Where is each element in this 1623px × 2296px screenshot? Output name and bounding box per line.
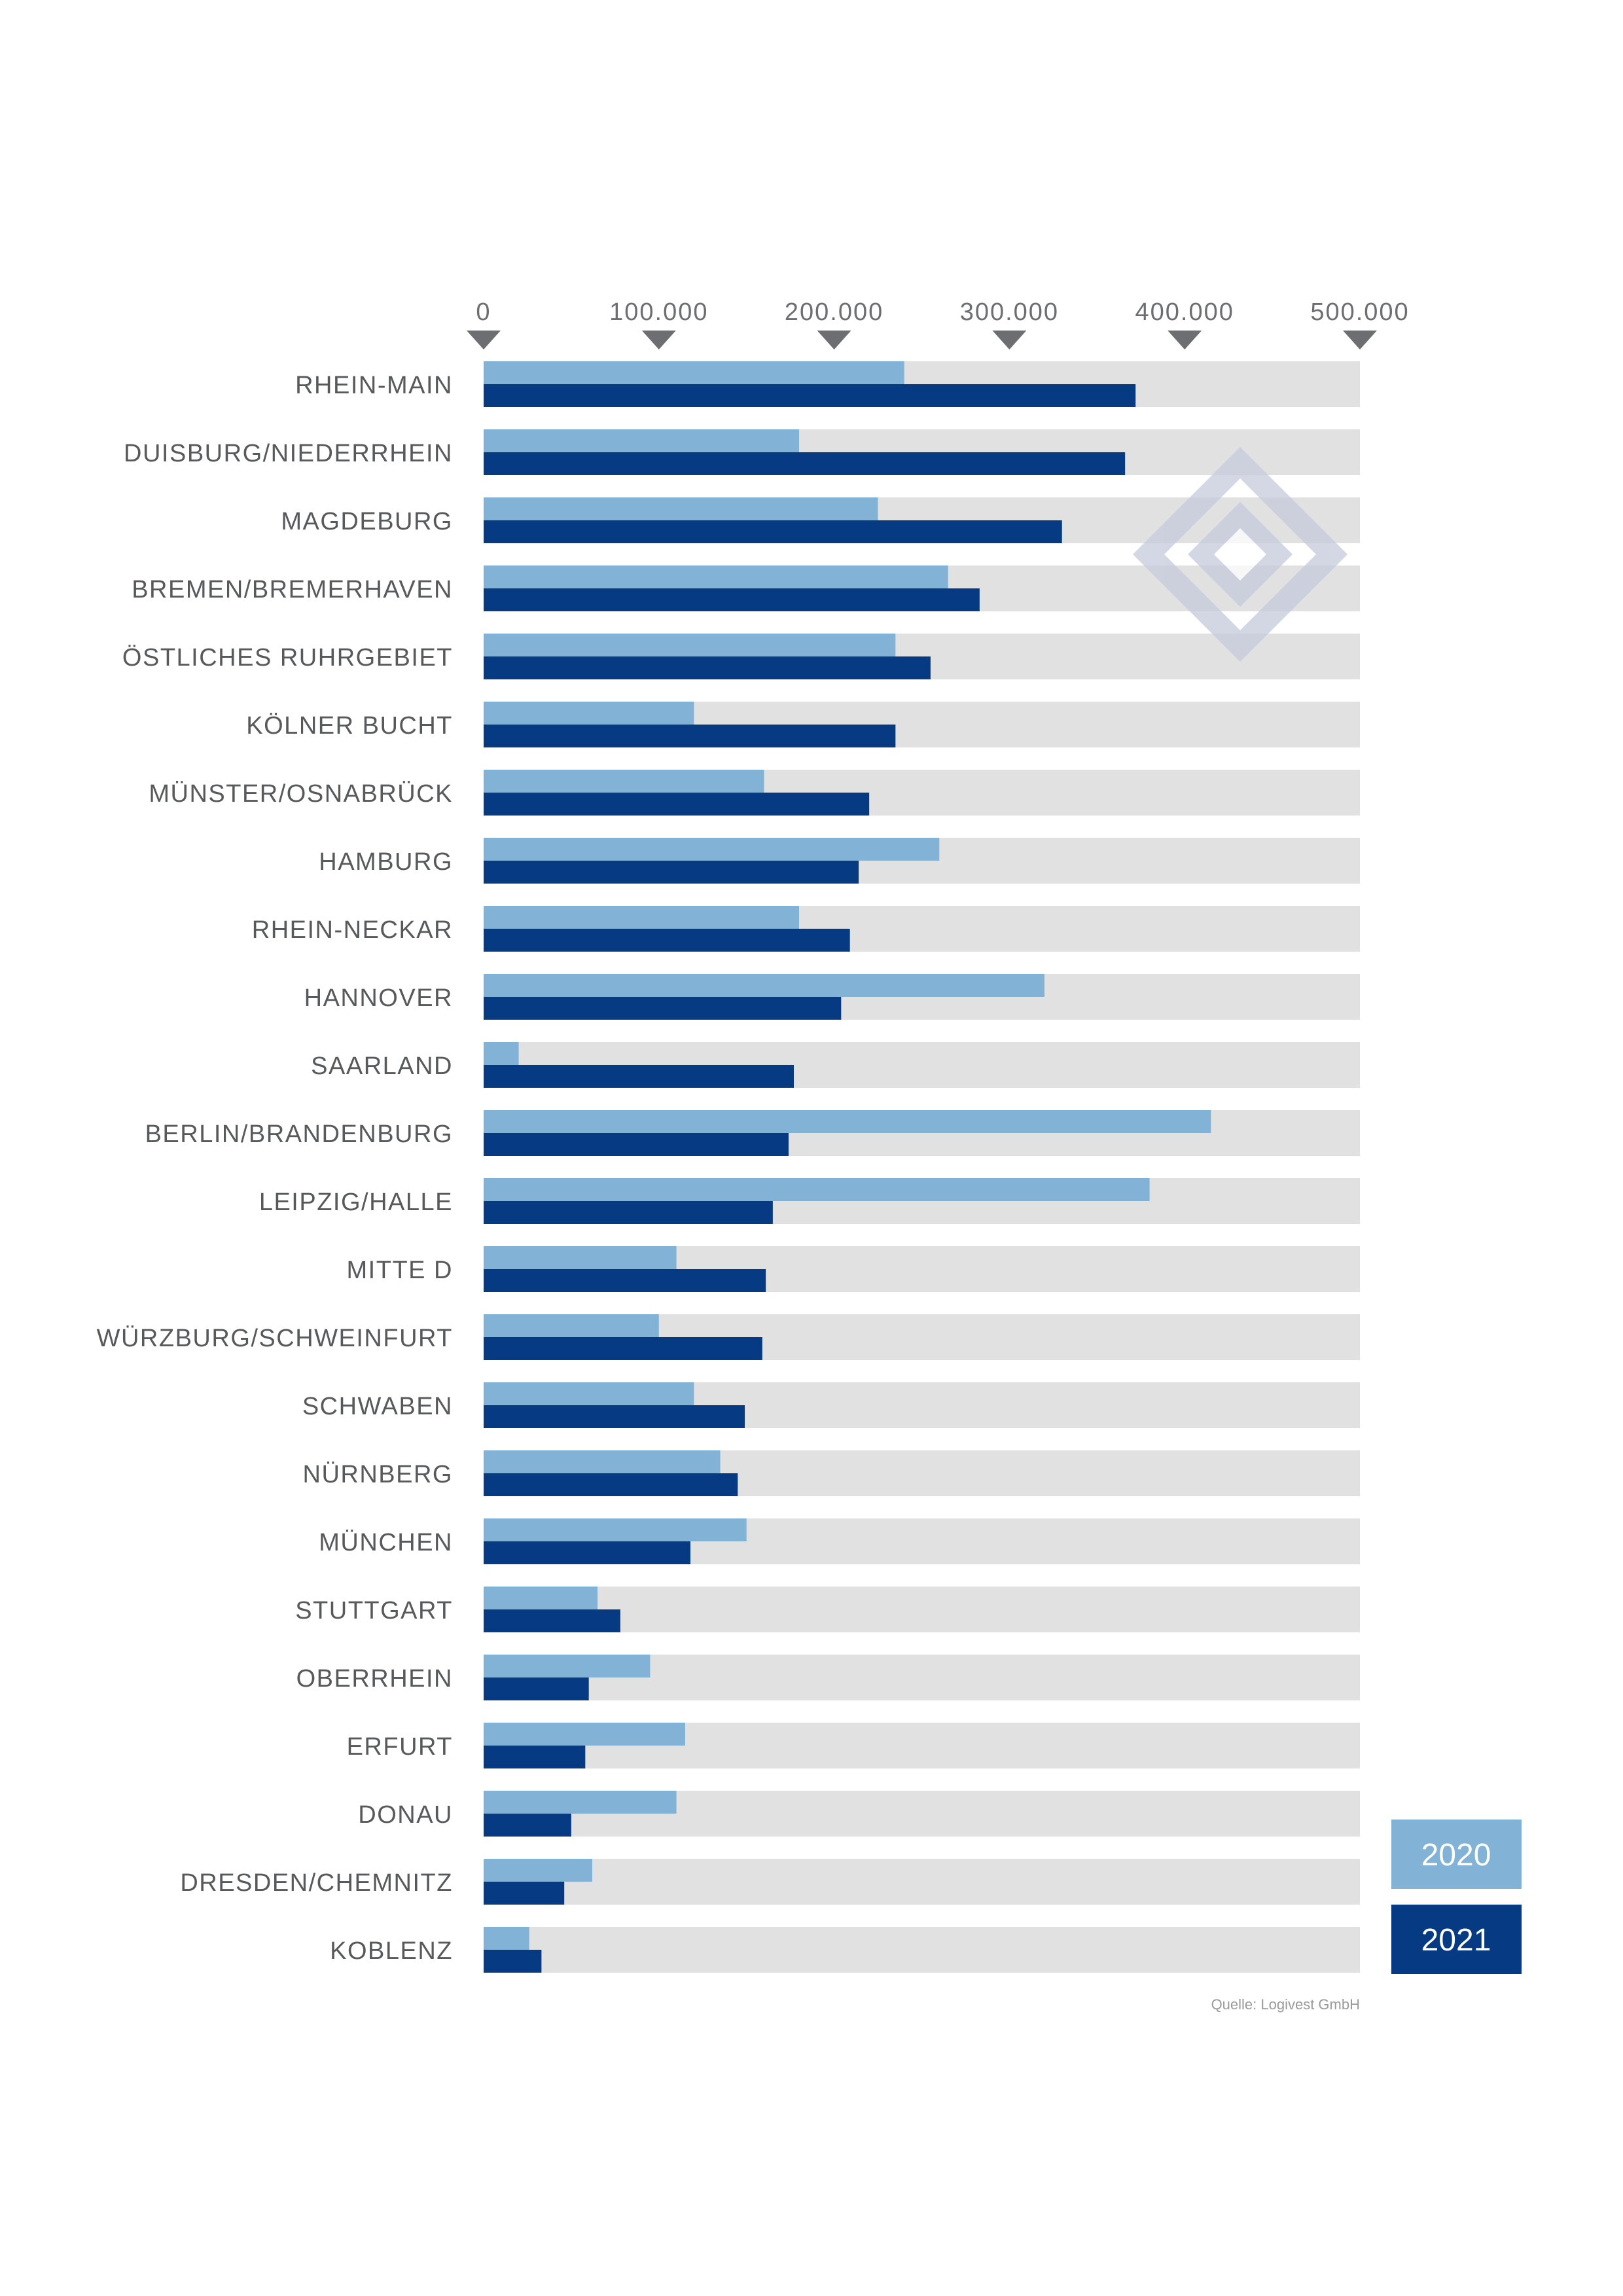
legend-swatch-2021 (1391, 1905, 1522, 1974)
category-label: MÜNCHEN (319, 1529, 453, 1556)
x-tick-label: 400.000 (1135, 298, 1234, 326)
category-label: SAARLAND (311, 1052, 453, 1080)
x-tick-label: 200.000 (785, 298, 883, 326)
tick-marker-icon (1343, 331, 1377, 350)
tick-marker-icon (992, 331, 1027, 350)
category-label: DONAU (358, 1801, 453, 1829)
category-label: STUTTGART (295, 1597, 453, 1624)
tick-marker-icon (817, 331, 851, 350)
x-tick-label: 500.000 (1310, 298, 1409, 326)
category-label: MAGDEBURG (281, 508, 453, 535)
bar-2021 (484, 1133, 789, 1156)
bar-2020 (484, 1178, 1150, 1201)
category-label: HANNOVER (304, 984, 453, 1012)
bar-2020 (484, 1110, 1211, 1133)
bar-2020 (484, 1723, 685, 1746)
bar-2020 (484, 1518, 747, 1541)
bar-2020 (484, 565, 948, 588)
category-label: MÜNSTER/OSNABRÜCK (149, 780, 453, 808)
legend-label: 2021 (1421, 1923, 1491, 1958)
category-label: SCHWABEN (302, 1393, 453, 1420)
bar-2021 (484, 1201, 773, 1224)
bar-2020 (484, 1042, 519, 1065)
bar-2020 (484, 838, 940, 861)
category-label: ERFURT (347, 1733, 453, 1761)
bar-2021 (484, 997, 842, 1020)
bars (484, 361, 1211, 1973)
bar-2020 (484, 1246, 677, 1269)
bar-2021 (484, 1541, 691, 1564)
bar-2020 (484, 1382, 694, 1405)
legend: 2020 2021 (1391, 1820, 1522, 1974)
category-label: LEIPZIG/HALLE (259, 1189, 453, 1216)
category-label: MITTE D (347, 1257, 453, 1284)
category-label: HAMBURG (319, 848, 453, 876)
bar-2020 (484, 1655, 651, 1677)
bar-2021 (484, 1746, 586, 1768)
bar-track (484, 1927, 1360, 1973)
bar-track (484, 1859, 1360, 1905)
bar-2021 (484, 520, 1062, 543)
bar-2021 (484, 1269, 766, 1292)
bar-2020 (484, 361, 904, 384)
bar-2021 (484, 1405, 745, 1428)
category-label: DUISBURG/NIEDERRHEIN (124, 440, 453, 467)
category-label: KOBLENZ (330, 1937, 453, 1965)
category-label: BREMEN/BREMERHAVEN (132, 576, 453, 603)
bar-2020 (484, 770, 764, 793)
tick-marker-icon (467, 331, 501, 350)
bar-2021 (484, 929, 850, 952)
x-axis: 0 100.000 200.000 300.000 400.000 500.000 (467, 298, 1409, 350)
bar-2021 (484, 1814, 571, 1837)
bar-2020 (484, 1587, 598, 1609)
bar-2020 (484, 634, 896, 656)
category-label: RHEIN-MAIN (295, 372, 453, 399)
bar-2020 (484, 974, 1044, 997)
source-note: Quelle: Logivest GmbH (1211, 1996, 1360, 2013)
category-label: OBERRHEIN (296, 1665, 453, 1693)
category-label: ÖSTLICHES RUHRGEBIET (122, 644, 453, 672)
bar-2021 (484, 1609, 620, 1632)
bar-2021 (484, 1473, 738, 1496)
bar-2021 (484, 452, 1126, 475)
bar-2021 (484, 1337, 762, 1360)
bar-2021 (484, 793, 870, 816)
legend-swatch-2020 (1391, 1820, 1522, 1889)
category-label: NÜRNBERG (303, 1461, 453, 1488)
bar-2020 (484, 1791, 677, 1814)
bar-2020 (484, 1450, 721, 1473)
legend-label: 2020 (1421, 1838, 1491, 1873)
bar-2021 (484, 384, 1136, 407)
tick-marker-icon (1168, 331, 1202, 350)
bar-2020 (484, 1314, 659, 1337)
category-label: DRESDEN/CHEMNITZ (180, 1869, 453, 1897)
bar-2021 (484, 1882, 565, 1905)
bar-2020 (484, 429, 800, 452)
bar-2021 (484, 725, 896, 747)
bar-2021 (484, 1950, 542, 1973)
bar-2021 (484, 588, 980, 611)
category-label: WÜRZBURG/SCHWEINFURT (97, 1325, 453, 1352)
bar-2021 (484, 1677, 589, 1700)
bar-2021 (484, 1065, 794, 1088)
tick-marker-icon (641, 331, 676, 350)
category-label: KÖLNER BUCHT (246, 712, 453, 740)
bar-2020 (484, 906, 800, 929)
bar-2020 (484, 702, 694, 725)
bar-2021 (484, 656, 931, 679)
bar-2020 (484, 497, 878, 520)
x-tick-label: 300.000 (960, 298, 1059, 326)
bar-track (484, 1587, 1360, 1632)
category-label: BERLIN/BRANDENBURG (145, 1121, 453, 1148)
bar-2021 (484, 861, 859, 884)
bar-2020 (484, 1927, 529, 1950)
bar-2020 (484, 1859, 593, 1882)
x-tick-label: 0 (476, 298, 491, 326)
category-label: RHEIN-NECKAR (252, 916, 453, 944)
x-tick-label: 100.000 (609, 298, 708, 326)
logivest-logo-icon (1132, 446, 1348, 662)
category-labels: RHEIN-MAIN DUISBURG/NIEDERRHEIN MAGDEBURG B… (97, 372, 453, 1965)
